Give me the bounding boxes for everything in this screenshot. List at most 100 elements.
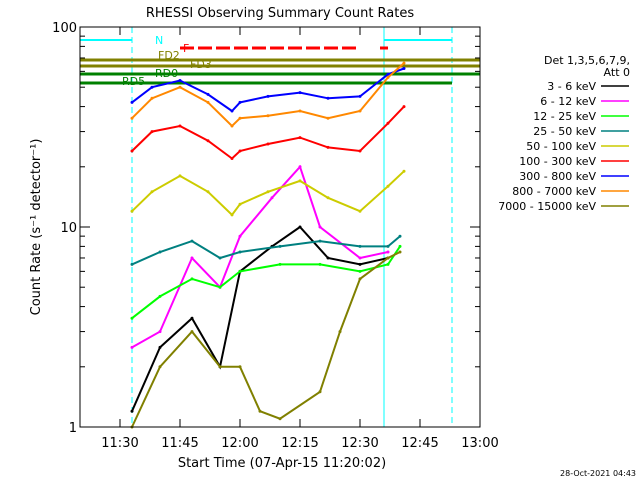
series-point-0-0 bbox=[130, 409, 134, 413]
series-point-6-7 bbox=[298, 91, 302, 95]
series-point-7-6 bbox=[266, 114, 270, 118]
series-point-3-7 bbox=[358, 244, 362, 248]
legend-label-6: 300 - 800 keV bbox=[519, 170, 596, 183]
series-point-5-8 bbox=[326, 145, 330, 149]
series-point-5-10 bbox=[386, 121, 390, 125]
footer-date: 28-Oct-2021 04:43 bbox=[560, 469, 636, 478]
x-tick-label-6: 13:00 bbox=[461, 436, 498, 451]
series-point-4-5 bbox=[238, 202, 242, 206]
series-point-6-0 bbox=[130, 100, 134, 104]
x-tick-label-5: 12:45 bbox=[401, 436, 438, 451]
series-point-5-9 bbox=[358, 149, 362, 153]
series-point-8-3 bbox=[218, 365, 222, 369]
chart-title: RHESSI Observing Summary Count Rates bbox=[146, 6, 415, 21]
series-point-7-3 bbox=[206, 100, 210, 104]
series-point-4-3 bbox=[206, 190, 210, 194]
y-tick-label-2: 100 bbox=[52, 21, 77, 36]
series-point-3-6 bbox=[318, 239, 322, 243]
series-point-2-6 bbox=[318, 262, 322, 266]
series-point-2-7 bbox=[358, 269, 362, 273]
series-point-2-2 bbox=[190, 277, 194, 281]
series-point-0-2 bbox=[190, 316, 194, 320]
series-point-0-8 bbox=[358, 262, 362, 266]
series-point-8-7 bbox=[318, 390, 322, 394]
legend: Det 1,3,5,6,7,9,Att 0 3 - 6 keV 6 - 12 keV… bbox=[498, 54, 630, 213]
series-point-5-3 bbox=[206, 139, 210, 143]
series-point-4-9 bbox=[358, 209, 362, 213]
series-point-1-5 bbox=[270, 196, 274, 200]
series-point-7-9 bbox=[358, 109, 362, 113]
series-line-6 bbox=[131, 67, 405, 113]
series-point-7-11 bbox=[402, 61, 406, 65]
series-point-2-4 bbox=[238, 269, 242, 273]
series-point-5-1 bbox=[150, 130, 154, 134]
series-point-6-4 bbox=[230, 109, 234, 113]
series-point-1-4 bbox=[238, 234, 242, 238]
series-point-1-8 bbox=[358, 256, 362, 260]
series-point-2-0 bbox=[130, 316, 134, 320]
series-line-4 bbox=[131, 170, 405, 217]
series-point-1-0 bbox=[130, 345, 134, 349]
series-point-7-7 bbox=[298, 109, 302, 113]
series-point-2-3 bbox=[218, 285, 222, 289]
series-point-4-0 bbox=[130, 209, 134, 213]
series-point-8-9 bbox=[358, 277, 362, 281]
series-point-2-9 bbox=[398, 244, 402, 248]
series-point-3-0 bbox=[130, 262, 134, 266]
flag-label-2: FD2 bbox=[158, 49, 180, 62]
series-point-8-8 bbox=[338, 330, 342, 334]
series-point-4-11 bbox=[402, 169, 406, 173]
series-point-6-8 bbox=[326, 96, 330, 100]
legend-label-2: 12 - 25 keV bbox=[533, 110, 596, 123]
series-point-0-7 bbox=[326, 256, 330, 260]
series-point-6-9 bbox=[358, 94, 362, 98]
series-point-6-3 bbox=[206, 92, 210, 96]
legend-label-4: 50 - 100 keV bbox=[526, 140, 596, 153]
series-point-5-0 bbox=[130, 149, 134, 153]
series-point-7-4 bbox=[230, 124, 234, 128]
series-point-1-2 bbox=[190, 256, 194, 260]
series-point-3-2 bbox=[190, 239, 194, 243]
legend-label-3: 25 - 50 keV bbox=[533, 125, 596, 138]
series-point-1-9 bbox=[386, 250, 390, 254]
x-tick-label-3: 12:15 bbox=[281, 436, 318, 451]
legend-label-5: 100 - 300 keV bbox=[519, 155, 596, 168]
legend-label-1: 6 - 12 keV bbox=[540, 95, 596, 108]
series-point-4-8 bbox=[326, 196, 330, 200]
series-point-6-1 bbox=[150, 85, 154, 89]
axes-ticks: 11:30 11:45 12:00 12:15 12:30 12:45 13:00 1 10 10… bbox=[52, 21, 499, 451]
series-point-0-6 bbox=[298, 225, 302, 229]
series-point-4-10 bbox=[386, 184, 390, 188]
series-point-6-11 bbox=[402, 67, 406, 70]
series-point-1-6 bbox=[298, 165, 302, 169]
series-point-5-5 bbox=[238, 149, 242, 153]
series-point-7-1 bbox=[150, 96, 154, 100]
series-point-6-6 bbox=[266, 94, 270, 98]
series-point-3-9 bbox=[398, 234, 402, 238]
series-point-6-2 bbox=[178, 79, 182, 82]
series-lines bbox=[130, 61, 406, 429]
series-point-7-5 bbox=[238, 116, 242, 120]
series-point-4-6 bbox=[266, 190, 270, 194]
series-point-0-1 bbox=[158, 345, 162, 349]
legend-label-8: 7000 - 15000 keV bbox=[498, 200, 596, 213]
series-point-7-8 bbox=[326, 116, 330, 120]
legend-label-7: 800 - 7000 keV bbox=[512, 185, 596, 198]
flag-label-1: F bbox=[183, 42, 189, 55]
x-tick-label-2: 12:00 bbox=[221, 436, 258, 451]
flag-label-3: FD3 bbox=[190, 58, 212, 71]
series-point-5-4 bbox=[230, 157, 234, 160]
series-point-1-1 bbox=[158, 330, 162, 334]
series-point-8-2 bbox=[190, 330, 194, 334]
series-point-3-1 bbox=[158, 250, 162, 254]
series-point-3-4 bbox=[238, 250, 242, 254]
y-tick-label-1: 10 bbox=[60, 221, 77, 236]
series-point-7-10 bbox=[386, 75, 390, 79]
series-line-5 bbox=[131, 105, 405, 160]
series-point-4-7 bbox=[298, 179, 302, 183]
series-point-8-5 bbox=[258, 409, 262, 413]
y-tick-label-0: 1 bbox=[69, 421, 77, 436]
flag-label-4: RD0 bbox=[155, 67, 178, 80]
series-point-3-3 bbox=[218, 256, 222, 260]
